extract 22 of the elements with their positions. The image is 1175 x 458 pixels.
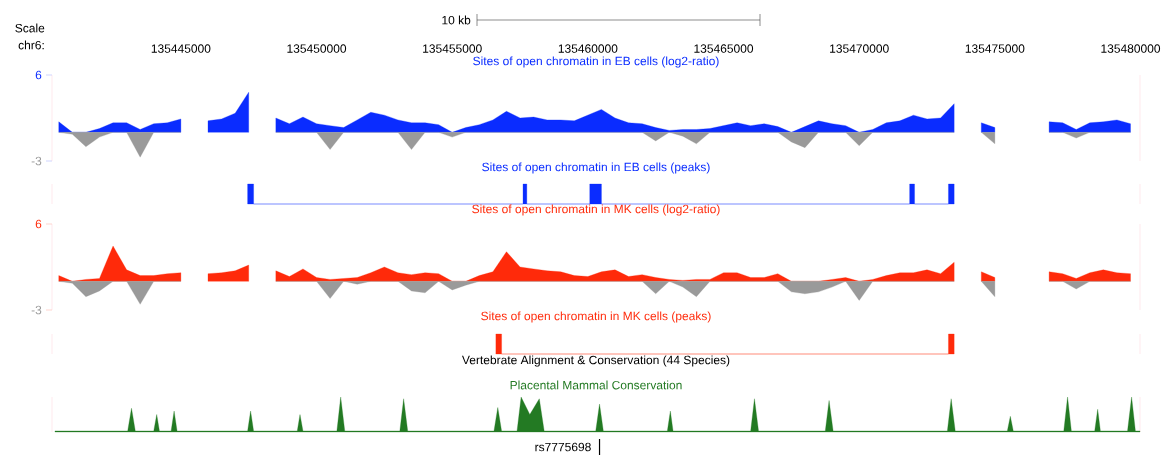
chart-title: Vertebrate Alignment & Conservation (44 Species) [461,355,730,367]
x-tick-label: 135475000 [965,44,1025,53]
chart-title: Sites of open chromatin in EB cells (log2-ratio) [473,56,719,68]
series-label: Placental Mammal Conservation [510,380,682,390]
x-tick-label: 135460000 [558,44,618,53]
chart-title: Sites of open chromatin in EB cells (peaks) [482,162,710,174]
y-tick-label: 6 [35,70,42,80]
text: 10 kb [442,15,471,25]
y-tick-label: 6 [35,219,42,229]
chart-title: Sites of open chromatin in MK cells (log2-ratio) [472,204,720,216]
x-tick-label: 135455000 [423,44,482,53]
chart-title: Sites of open chromatin in MK cells (peaks) [481,311,711,323]
x-tick-label: 135480000 [1101,44,1161,53]
x-axis-title: chr6: [18,40,44,50]
y-tick-label: -3 [31,305,42,315]
x-tick-label: 135445000 [151,44,211,53]
x-tick-label: 135450000 [287,44,347,53]
x-tick-label: 135465000 [694,44,754,53]
x-tick-label: 135470000 [830,44,889,53]
annotation: rs7775698 [535,442,591,452]
text: Scale [15,23,45,33]
y-tick-label: -3 [31,156,42,166]
